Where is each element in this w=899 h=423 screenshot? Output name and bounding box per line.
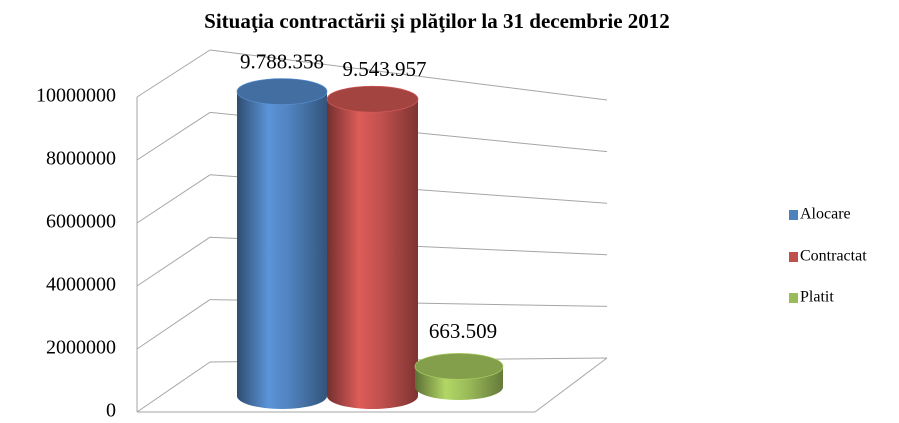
y-tick-label: 6000000 bbox=[46, 211, 116, 233]
bar-top bbox=[326, 85, 419, 113]
bar bbox=[415, 366, 503, 400]
grid-line bbox=[136, 299, 211, 350]
grid-line bbox=[209, 49, 608, 101]
grid-line bbox=[136, 236, 211, 287]
data-label: 663.509 bbox=[429, 319, 497, 343]
bar-top bbox=[414, 353, 504, 380]
grid-line bbox=[136, 361, 211, 413]
y-tick-label: 0 bbox=[106, 400, 116, 422]
bar bbox=[327, 99, 418, 410]
bar-top bbox=[236, 78, 328, 105]
legend-label: Contractat bbox=[800, 248, 867, 265]
bar bbox=[237, 91, 327, 410]
legend-label: Platit bbox=[800, 289, 834, 306]
grid-line bbox=[136, 49, 211, 98]
legend-swatch bbox=[789, 210, 798, 220]
legend-swatch bbox=[789, 252, 798, 262]
y-tick-label: 4000000 bbox=[46, 274, 116, 296]
chart-title: Situaţia contractării şi plăţilor la 31 … bbox=[204, 9, 670, 33]
y-tick-label: 10000000 bbox=[36, 85, 116, 107]
data-label: 9.543.957 bbox=[343, 57, 427, 81]
legend-label: Alocare bbox=[800, 206, 851, 223]
y-tick-label: 2000000 bbox=[46, 337, 116, 359]
grid-line bbox=[136, 174, 211, 224]
legend-swatch bbox=[789, 293, 798, 303]
y-tick-label: 8000000 bbox=[46, 148, 116, 170]
data-label: 9.788.358 bbox=[240, 49, 324, 73]
grid-line bbox=[136, 111, 211, 161]
floor-edge bbox=[534, 357, 608, 413]
